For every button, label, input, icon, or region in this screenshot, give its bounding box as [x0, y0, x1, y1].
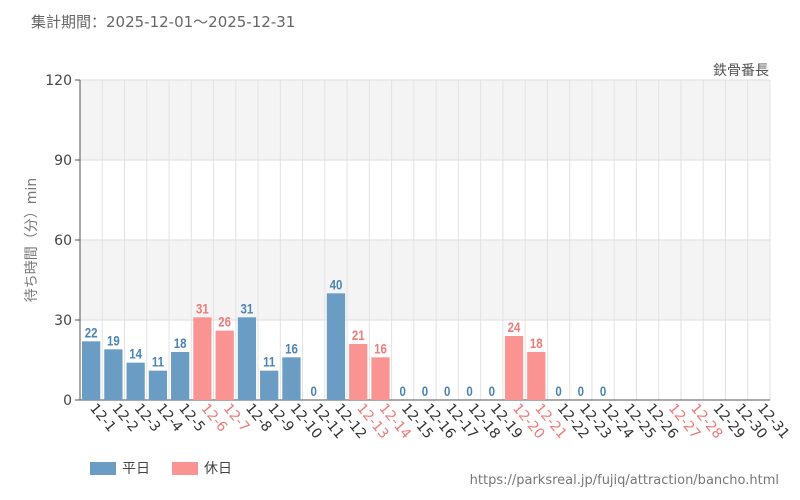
legend-item-weekday: 平日 [90, 458, 150, 478]
data-label: 18 [530, 335, 543, 351]
data-label: 31 [196, 300, 209, 316]
data-label: 0 [311, 383, 317, 399]
data-label: 0 [444, 383, 450, 399]
data-label: 16 [285, 340, 298, 356]
bar [82, 341, 101, 400]
data-label: 11 [263, 354, 275, 370]
attraction-name: 鉄骨番長 [713, 63, 769, 79]
y-tick-label: 120 [45, 73, 72, 89]
data-label: 22 [85, 324, 98, 340]
bar [126, 362, 145, 400]
bar [171, 352, 190, 400]
data-label: 0 [555, 383, 561, 399]
chart-period-title: 集計期間：2025-12-01～2025-12-31 [31, 13, 296, 31]
data-label: 0 [578, 383, 584, 399]
data-label: 21 [352, 327, 365, 343]
data-label: 14 [129, 346, 143, 362]
grid-lines [79, 79, 771, 401]
y-tick-label: 60 [54, 233, 72, 249]
data-label: 16 [374, 340, 387, 356]
y-tick-label: 0 [63, 393, 72, 409]
data-label: 19 [107, 332, 120, 348]
bar [282, 357, 301, 400]
y-tick-label: 90 [54, 153, 72, 169]
bar [193, 317, 212, 400]
bar [260, 370, 279, 400]
bar [371, 357, 390, 400]
data-label: 26 [218, 314, 231, 330]
plot-band [80, 240, 770, 320]
data-label: 0 [400, 383, 406, 399]
legend-label-weekday: 平日 [122, 461, 150, 477]
bar [504, 336, 524, 400]
y-tick-label: 30 [54, 313, 72, 329]
data-label: 40 [330, 276, 343, 292]
source-url[interactable]: https://parksreal.jp/fujiq/attraction/ba… [469, 473, 779, 488]
legend-label-holiday: 休日 [204, 461, 232, 477]
data-label: 18 [174, 335, 187, 351]
legend-item-holiday: 休日 [172, 458, 232, 478]
bar [527, 352, 546, 400]
x-axis: 12-112-212-312-412-512-612-712-812-912-1… [86, 401, 792, 443]
plot-band [80, 160, 770, 240]
legend-swatch-weekday [90, 461, 116, 475]
data-label: 0 [489, 383, 495, 399]
plot-band [80, 80, 770, 160]
bar [326, 293, 346, 400]
bar [148, 370, 168, 400]
legend: 平日 休日 [90, 458, 254, 478]
y-axis-label: 待ち時間（分）min [24, 178, 40, 302]
data-label: 24 [508, 319, 522, 335]
data-label: 0 [600, 383, 606, 399]
bar-series [82, 293, 546, 400]
bar [237, 317, 257, 400]
bar [215, 330, 234, 400]
legend-swatch-holiday [172, 461, 198, 475]
data-label: 0 [422, 383, 428, 399]
plot-bands [80, 80, 770, 400]
data-label: 31 [241, 300, 254, 316]
data-label: 0 [466, 383, 472, 399]
bar [349, 344, 368, 400]
data-label: 11 [152, 354, 164, 370]
bar [104, 349, 123, 400]
